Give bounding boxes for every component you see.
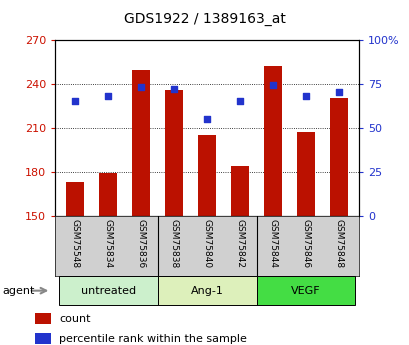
Bar (198, 135, 216, 216)
Bar (329, 98, 347, 216)
Bar (99, 173, 117, 216)
Bar (35, 333, 52, 344)
Text: Ang-1: Ang-1 (190, 286, 223, 296)
Point (269, 83, 276, 88)
Bar (164, 90, 183, 216)
Bar (35, 313, 52, 324)
Point (171, 86, 177, 92)
Text: GSM75842: GSM75842 (235, 219, 244, 268)
Text: GSM75844: GSM75844 (268, 219, 277, 268)
Point (137, 85, 144, 90)
Text: count: count (59, 314, 90, 324)
Text: GSM75834: GSM75834 (103, 219, 112, 268)
Bar (132, 70, 150, 216)
Bar (263, 66, 281, 216)
Point (203, 116, 210, 122)
Point (105, 93, 111, 99)
Bar (230, 166, 249, 216)
Text: agent: agent (2, 286, 34, 296)
Text: VEGF: VEGF (290, 286, 320, 296)
Text: GSM75838: GSM75838 (169, 219, 178, 268)
Text: percentile rank within the sample: percentile rank within the sample (59, 334, 246, 344)
Text: GSM75840: GSM75840 (202, 219, 211, 268)
Point (236, 99, 243, 104)
Text: GDS1922 / 1389163_at: GDS1922 / 1389163_at (124, 12, 285, 26)
Text: untreated: untreated (80, 286, 135, 296)
Point (335, 90, 342, 95)
Bar (66, 182, 84, 216)
Bar (157, 276, 256, 305)
Point (72, 99, 78, 104)
Text: GSM75848: GSM75848 (334, 219, 343, 268)
Bar (296, 132, 314, 216)
Text: GSM75836: GSM75836 (136, 219, 145, 268)
Point (302, 93, 308, 99)
Text: GSM75846: GSM75846 (301, 219, 310, 268)
Bar (256, 276, 355, 305)
Bar (58, 276, 157, 305)
Text: GSM75548: GSM75548 (70, 219, 79, 268)
